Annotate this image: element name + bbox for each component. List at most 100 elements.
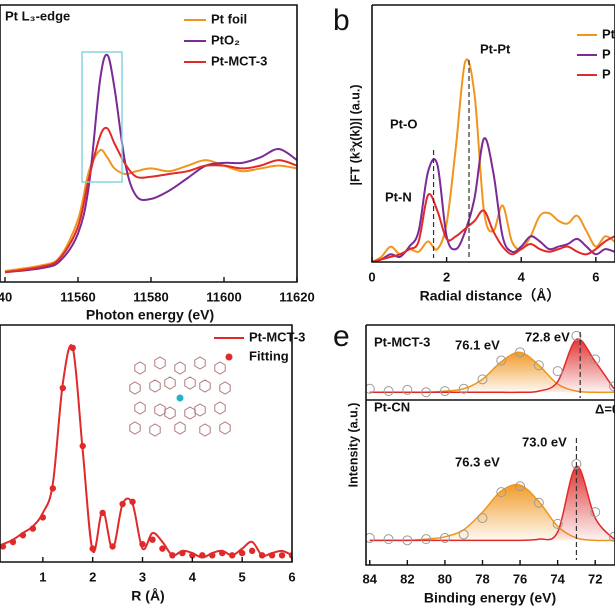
data-point bbox=[533, 497, 544, 508]
data-point bbox=[366, 383, 375, 394]
legend-label: Pt-MCT-3 bbox=[249, 329, 305, 344]
data-point bbox=[439, 386, 450, 397]
data-point bbox=[199, 552, 206, 559]
x-tick-label: 2 bbox=[89, 569, 96, 584]
data-point bbox=[89, 545, 96, 552]
annotation: Pt-Pt bbox=[480, 41, 511, 56]
ring bbox=[214, 401, 226, 415]
ring bbox=[214, 361, 226, 375]
panel-letter: e bbox=[333, 320, 350, 353]
x-tick-label: 76 bbox=[513, 571, 527, 586]
data-point bbox=[268, 552, 276, 559]
data-point bbox=[59, 384, 66, 392]
ring bbox=[219, 421, 231, 435]
panel-title: Pt L₃-edge bbox=[5, 8, 70, 23]
data-point bbox=[49, 485, 57, 492]
x-tick-label: 3 bbox=[139, 569, 146, 584]
ring bbox=[134, 401, 146, 415]
annotation: 76.1 eV bbox=[455, 337, 500, 352]
data-point bbox=[496, 355, 507, 366]
ring bbox=[184, 406, 196, 420]
data-point bbox=[366, 532, 375, 543]
data-point bbox=[229, 552, 236, 559]
x-tick-label: 72 bbox=[588, 571, 602, 586]
ring bbox=[174, 421, 186, 435]
series-line bbox=[369, 338, 615, 394]
data-point bbox=[590, 507, 601, 518]
ring bbox=[134, 361, 146, 375]
x-tick-label: 74 bbox=[550, 571, 565, 586]
panel-letter: b bbox=[333, 4, 350, 37]
legend-label: P bbox=[602, 66, 611, 81]
data-point bbox=[383, 534, 394, 545]
data-point bbox=[39, 514, 47, 521]
data-point bbox=[571, 330, 582, 341]
data-point bbox=[609, 381, 615, 392]
data-point bbox=[29, 525, 37, 532]
data-point bbox=[69, 344, 76, 352]
data-point bbox=[496, 487, 507, 498]
data-point bbox=[119, 500, 126, 508]
x-tick-label: 82 bbox=[400, 571, 414, 586]
data-point bbox=[439, 532, 450, 543]
ring bbox=[129, 421, 141, 435]
annotation: Pt-MCT-3 bbox=[374, 334, 430, 349]
series-line bbox=[4, 148, 297, 272]
ring bbox=[194, 403, 206, 417]
x-tick-label: 4 bbox=[189, 569, 197, 584]
x-axis-label: R (Å) bbox=[131, 588, 164, 604]
plot-area bbox=[4, 53, 297, 274]
data-point bbox=[533, 360, 544, 371]
ring bbox=[149, 379, 161, 393]
ring bbox=[164, 406, 176, 420]
data-point bbox=[79, 442, 86, 450]
x-tick-label: 1 bbox=[39, 569, 46, 584]
axes-frame bbox=[365, 324, 615, 566]
x-tick-label: 40 bbox=[0, 289, 12, 304]
data-point bbox=[189, 552, 196, 559]
data-point bbox=[99, 509, 106, 517]
data-point bbox=[179, 549, 186, 557]
data-point bbox=[552, 518, 563, 529]
data-point bbox=[421, 387, 432, 398]
series-line bbox=[372, 58, 615, 262]
data-point bbox=[402, 384, 413, 395]
x-tick-label: 11580 bbox=[133, 289, 168, 304]
data-point bbox=[129, 498, 136, 505]
annotation: Pt-O bbox=[390, 116, 417, 131]
annotation: Pt-N bbox=[385, 189, 412, 204]
legend-label: Fitting bbox=[249, 348, 289, 363]
data-point bbox=[209, 552, 216, 559]
data-point bbox=[219, 549, 226, 557]
ring bbox=[219, 381, 231, 395]
y-axis-label: |FT (k³χ(k))| (a.u.) bbox=[348, 85, 362, 186]
axes-frame bbox=[371, 4, 615, 263]
data-point bbox=[19, 532, 27, 539]
data-point bbox=[515, 481, 526, 492]
data-point bbox=[169, 552, 176, 559]
metal-center bbox=[176, 394, 184, 402]
legend-label: PtO₂ bbox=[211, 32, 240, 47]
annotation: 73.0 eV bbox=[522, 434, 567, 449]
plot-area bbox=[372, 58, 615, 262]
data-point bbox=[609, 531, 615, 542]
x-axis-label: Radial distance（Å） bbox=[420, 288, 561, 304]
data-point bbox=[552, 366, 563, 377]
data-point bbox=[109, 543, 116, 550]
data-point bbox=[458, 383, 469, 394]
legend-label: Pt-MCT-3 bbox=[211, 53, 267, 68]
peak-area bbox=[369, 352, 614, 393]
x-tick-label: 6 bbox=[592, 269, 599, 284]
x-tick-label: 6 bbox=[288, 569, 295, 584]
data-point bbox=[248, 547, 256, 555]
x-axis-label: Photon energy (eV) bbox=[86, 307, 214, 323]
data-point bbox=[383, 386, 394, 397]
x-tick-label: 11560 bbox=[60, 289, 95, 304]
ring bbox=[194, 356, 206, 370]
data-point bbox=[571, 458, 582, 469]
peak-area bbox=[369, 466, 614, 541]
ring bbox=[184, 376, 196, 390]
annotation: Pt-CN bbox=[374, 399, 410, 414]
x-tick-label: 0 bbox=[368, 269, 375, 284]
